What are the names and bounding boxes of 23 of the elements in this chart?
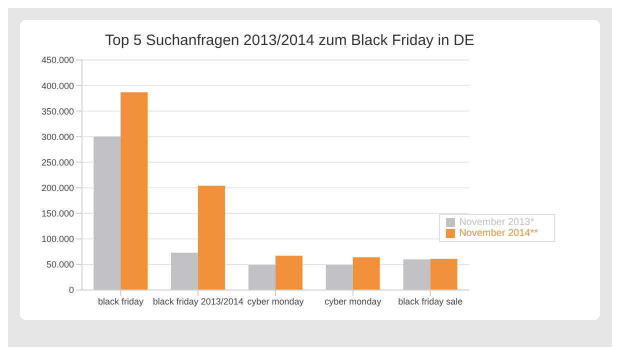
bar — [430, 258, 458, 290]
y-tick-label: 100.000 — [41, 234, 74, 244]
x-tick-label: cyber monday — [247, 296, 304, 306]
y-tick-label: 0 — [68, 285, 74, 296]
chart-title: Top 5 Suchanfragen 2013/2014 zum Black Friday in DE — [105, 32, 474, 49]
legend-label: November 2014** — [459, 228, 538, 239]
y-tick-label: 200.000 — [41, 182, 74, 193]
bar — [198, 186, 226, 290]
y-tick-label: 300.000 — [41, 132, 74, 142]
y-tick-label: 50.000 — [46, 260, 74, 270]
x-tick-label: black friday 2013/2014 — [152, 296, 244, 306]
legend-label: November 2013* — [459, 217, 534, 228]
y-tick-label: 400.000 — [41, 80, 74, 91]
x-tick-label: black friday sale — [398, 296, 463, 306]
x-tick-label: black friday — [98, 296, 144, 306]
bar — [120, 92, 148, 290]
y-tick-label: 450.000 — [41, 55, 74, 66]
y-tick-label: 350.000 — [41, 106, 74, 116]
x-tick-label: cyber monday — [324, 296, 382, 306]
bar — [275, 256, 302, 290]
y-tick-label: 150.000 — [41, 208, 74, 219]
y-tick-label: 250.000 — [41, 157, 74, 168]
bar — [352, 257, 380, 290]
